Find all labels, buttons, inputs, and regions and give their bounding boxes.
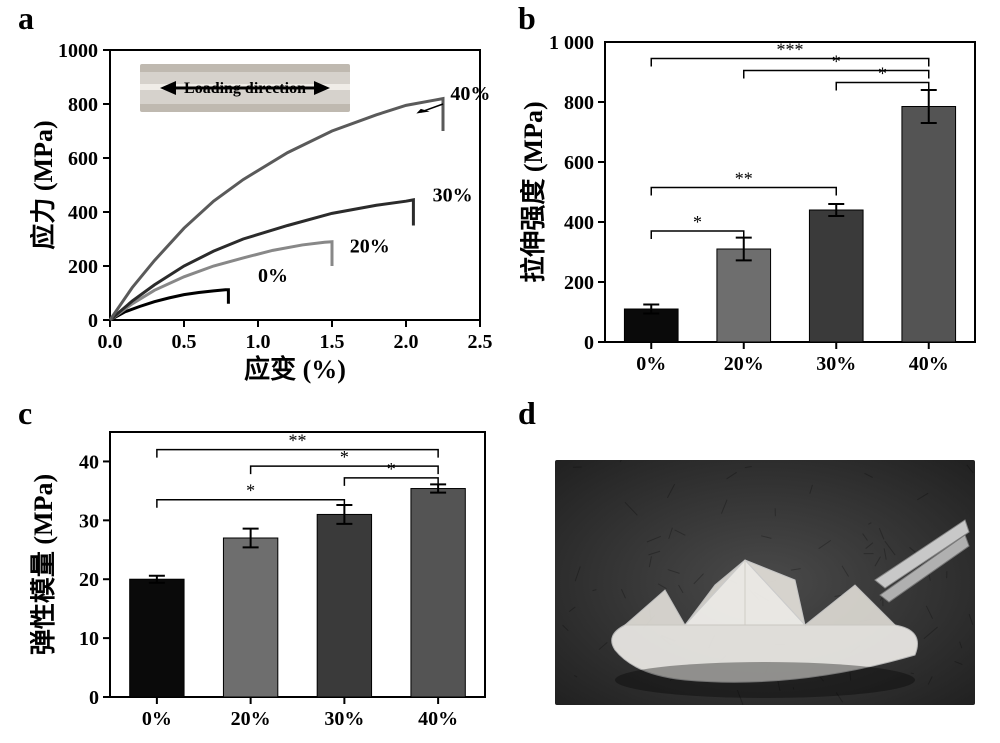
panel-c: 010203040弹性模量 (MPa)0%20%30%40%***** (30, 420, 500, 735)
svg-text:*: * (832, 52, 841, 72)
panel-a: 0 200 400 600 800 1000 0.0 0.5 1.0 1.5 2.0 2.5 应力 (M… (30, 30, 500, 390)
panel-a-svg: 0 200 400 600 800 1000 0.0 0.5 1.0 1.5 2.0 2.5 应力 (M… (30, 30, 500, 390)
svg-text:20%: 20% (231, 708, 271, 730)
svg-text:30%: 30% (324, 708, 364, 730)
panel-d-svg (555, 460, 975, 705)
svg-text:**: ** (735, 169, 753, 189)
svg-text:40%: 40% (450, 83, 490, 105)
svg-text:*: * (387, 459, 396, 479)
svg-text:40: 40 (79, 451, 99, 473)
svg-text:600: 600 (564, 152, 594, 174)
figure-root: a b c d 020040060080010000.00.51.01.52.0… (0, 0, 1000, 743)
svg-text:800: 800 (564, 92, 594, 114)
svg-text:400: 400 (564, 212, 594, 234)
svg-text:拉伸强度 (MPa): 拉伸强度 (MPa) (520, 101, 548, 282)
svg-text:800: 800 (68, 94, 98, 116)
panel-b: 0 200 400 600 800 1 000 拉伸强度 (MPa) 0% 20% 30% 40% *… (520, 30, 990, 380)
svg-text:1000: 1000 (58, 40, 98, 62)
svg-text:*: * (246, 481, 255, 501)
svg-text:30%: 30% (433, 185, 473, 207)
svg-text:20: 20 (79, 569, 99, 591)
panel-b-svg: 0 200 400 600 800 1 000 拉伸强度 (MPa) 0% 20% 30% 40% *… (520, 30, 990, 380)
svg-text:1 000: 1 000 (549, 32, 594, 54)
svg-text:0%: 0% (636, 353, 666, 375)
svg-text:1.0: 1.0 (246, 331, 271, 353)
svg-text:200: 200 (564, 272, 594, 294)
svg-text:0.5: 0.5 (172, 331, 197, 353)
svg-text:弹性模量 (MPa): 弹性模量 (MPa) (30, 474, 58, 655)
svg-text:0%: 0% (258, 265, 288, 287)
svg-text:600: 600 (68, 148, 98, 170)
svg-text:200: 200 (68, 256, 98, 278)
svg-text:40%: 40% (909, 353, 949, 375)
svg-text:0%: 0% (142, 708, 172, 730)
svg-text:2.5: 2.5 (468, 331, 493, 353)
svg-text:***: *** (777, 40, 804, 60)
svg-text:Loading direction: Loading direction (184, 80, 306, 97)
svg-text:30%: 30% (816, 353, 856, 375)
svg-text:**: ** (289, 431, 307, 451)
svg-text:2.0: 2.0 (394, 331, 419, 353)
svg-text:20%: 20% (350, 236, 390, 258)
svg-text:*: * (878, 64, 887, 84)
panel-label-d: d (518, 395, 536, 432)
panel-c-svg: 010203040弹性模量 (MPa)0%20%30%40%***** (30, 420, 500, 735)
svg-text:*: * (693, 212, 702, 232)
svg-text:40%: 40% (418, 708, 458, 730)
svg-text:0: 0 (584, 332, 594, 354)
svg-text:应变 (%): 应变 (%) (244, 354, 346, 384)
svg-text:30: 30 (79, 510, 99, 532)
svg-text:应力 (MPa): 应力 (MPa) (30, 120, 58, 249)
svg-text:0: 0 (88, 310, 98, 332)
svg-text:20%: 20% (724, 353, 764, 375)
svg-text:400: 400 (68, 202, 98, 224)
svg-text:1.5: 1.5 (320, 331, 345, 353)
svg-text:10: 10 (79, 628, 99, 650)
svg-text:0.0: 0.0 (98, 331, 123, 353)
svg-text:0: 0 (89, 687, 99, 709)
panel-d-photo (555, 460, 975, 705)
